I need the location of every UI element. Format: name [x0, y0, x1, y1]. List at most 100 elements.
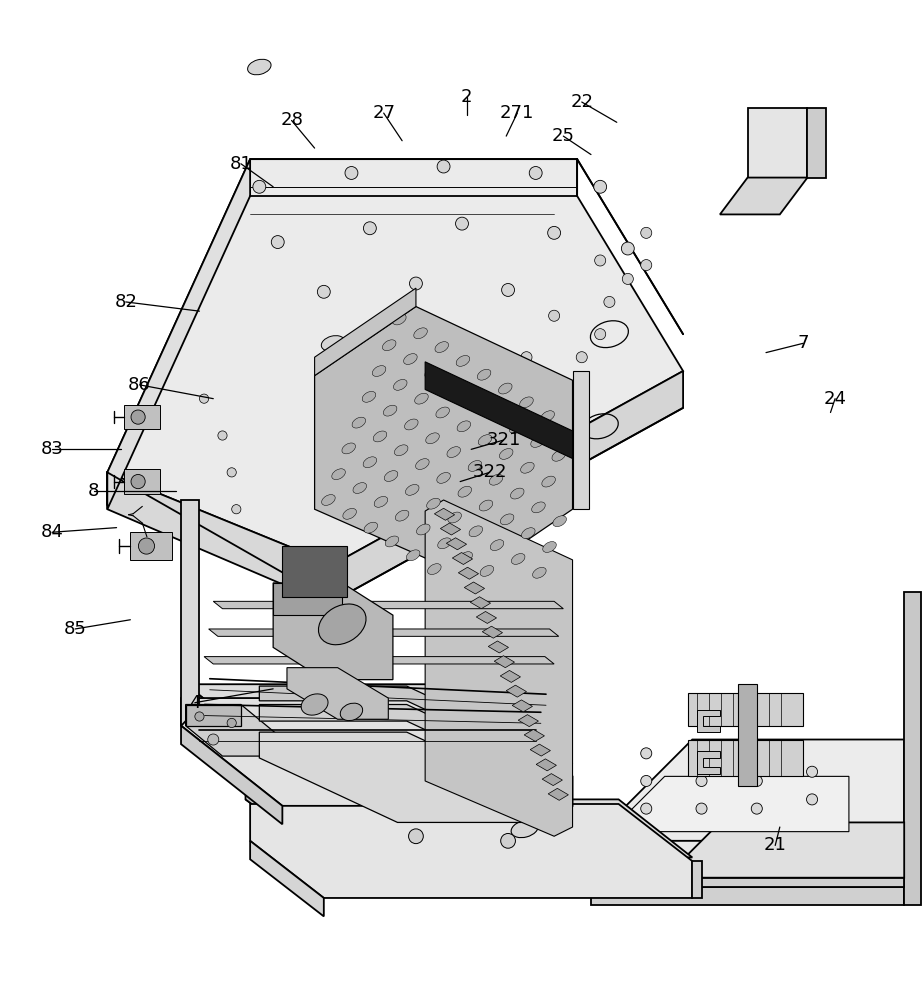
- Ellipse shape: [364, 522, 378, 533]
- Circle shape: [253, 180, 266, 193]
- Ellipse shape: [500, 449, 513, 459]
- Text: 25: 25: [552, 127, 575, 145]
- Polygon shape: [542, 774, 563, 786]
- Polygon shape: [500, 670, 520, 682]
- Ellipse shape: [373, 431, 387, 442]
- Polygon shape: [548, 788, 568, 800]
- Circle shape: [640, 227, 651, 238]
- Ellipse shape: [415, 393, 428, 404]
- Polygon shape: [591, 887, 905, 905]
- Polygon shape: [664, 822, 905, 878]
- Circle shape: [594, 180, 607, 193]
- Polygon shape: [333, 371, 683, 601]
- Ellipse shape: [436, 407, 449, 418]
- Polygon shape: [260, 705, 545, 786]
- Ellipse shape: [362, 391, 376, 402]
- Ellipse shape: [383, 340, 396, 351]
- Polygon shape: [204, 657, 554, 664]
- Text: 85: 85: [64, 620, 87, 638]
- Ellipse shape: [428, 564, 441, 575]
- Polygon shape: [738, 684, 757, 786]
- Polygon shape: [274, 583, 393, 680]
- Circle shape: [345, 167, 358, 179]
- Text: 4: 4: [189, 694, 201, 712]
- Ellipse shape: [393, 314, 407, 325]
- Text: 321: 321: [486, 431, 520, 449]
- Polygon shape: [506, 685, 527, 697]
- Polygon shape: [130, 532, 172, 560]
- Text: 24: 24: [823, 390, 846, 408]
- Circle shape: [456, 217, 468, 230]
- Text: 82: 82: [115, 293, 137, 311]
- Circle shape: [512, 393, 523, 404]
- Polygon shape: [186, 705, 278, 756]
- Polygon shape: [213, 601, 564, 609]
- Polygon shape: [453, 553, 472, 564]
- Ellipse shape: [489, 409, 502, 420]
- Ellipse shape: [248, 59, 271, 75]
- Polygon shape: [181, 726, 283, 824]
- Polygon shape: [181, 698, 573, 806]
- Polygon shape: [687, 740, 803, 776]
- Polygon shape: [425, 362, 573, 459]
- Circle shape: [595, 255, 606, 266]
- Ellipse shape: [531, 502, 545, 513]
- Text: 27: 27: [372, 104, 395, 122]
- Polygon shape: [441, 523, 461, 535]
- Polygon shape: [250, 841, 323, 916]
- Polygon shape: [748, 108, 808, 178]
- Circle shape: [363, 222, 376, 235]
- Polygon shape: [287, 668, 388, 719]
- Ellipse shape: [383, 405, 397, 416]
- Ellipse shape: [372, 366, 386, 376]
- Polygon shape: [458, 567, 479, 579]
- Ellipse shape: [458, 486, 471, 497]
- Polygon shape: [482, 626, 503, 638]
- Circle shape: [208, 734, 219, 745]
- Ellipse shape: [374, 496, 388, 507]
- Polygon shape: [181, 500, 200, 726]
- Circle shape: [604, 296, 615, 307]
- Ellipse shape: [552, 450, 565, 461]
- Ellipse shape: [511, 554, 525, 564]
- Circle shape: [567, 384, 578, 395]
- Ellipse shape: [530, 437, 544, 447]
- Circle shape: [621, 242, 634, 255]
- Circle shape: [807, 794, 818, 805]
- Text: 8: 8: [88, 482, 99, 500]
- Circle shape: [595, 329, 606, 340]
- Ellipse shape: [353, 483, 367, 493]
- Polygon shape: [518, 715, 539, 727]
- Ellipse shape: [499, 383, 512, 394]
- Circle shape: [195, 712, 204, 721]
- Circle shape: [408, 829, 423, 844]
- Polygon shape: [124, 405, 161, 429]
- Circle shape: [529, 167, 542, 179]
- Polygon shape: [573, 371, 590, 509]
- Text: 84: 84: [41, 523, 64, 541]
- Ellipse shape: [404, 354, 418, 364]
- Text: 271: 271: [500, 104, 534, 122]
- Ellipse shape: [427, 498, 440, 509]
- Polygon shape: [107, 159, 683, 564]
- Ellipse shape: [413, 334, 437, 349]
- Ellipse shape: [456, 355, 469, 366]
- Ellipse shape: [437, 472, 450, 483]
- Polygon shape: [524, 729, 544, 741]
- Ellipse shape: [438, 538, 451, 549]
- Polygon shape: [209, 629, 559, 636]
- Polygon shape: [186, 684, 573, 764]
- Ellipse shape: [425, 367, 438, 378]
- Polygon shape: [246, 781, 323, 857]
- Ellipse shape: [447, 447, 460, 458]
- Circle shape: [409, 277, 422, 290]
- Polygon shape: [314, 307, 573, 578]
- Polygon shape: [250, 804, 692, 898]
- Polygon shape: [274, 583, 342, 615]
- Ellipse shape: [541, 476, 555, 487]
- Ellipse shape: [322, 336, 345, 351]
- Polygon shape: [536, 759, 556, 771]
- Ellipse shape: [480, 500, 492, 511]
- Ellipse shape: [553, 516, 566, 527]
- Circle shape: [317, 285, 330, 298]
